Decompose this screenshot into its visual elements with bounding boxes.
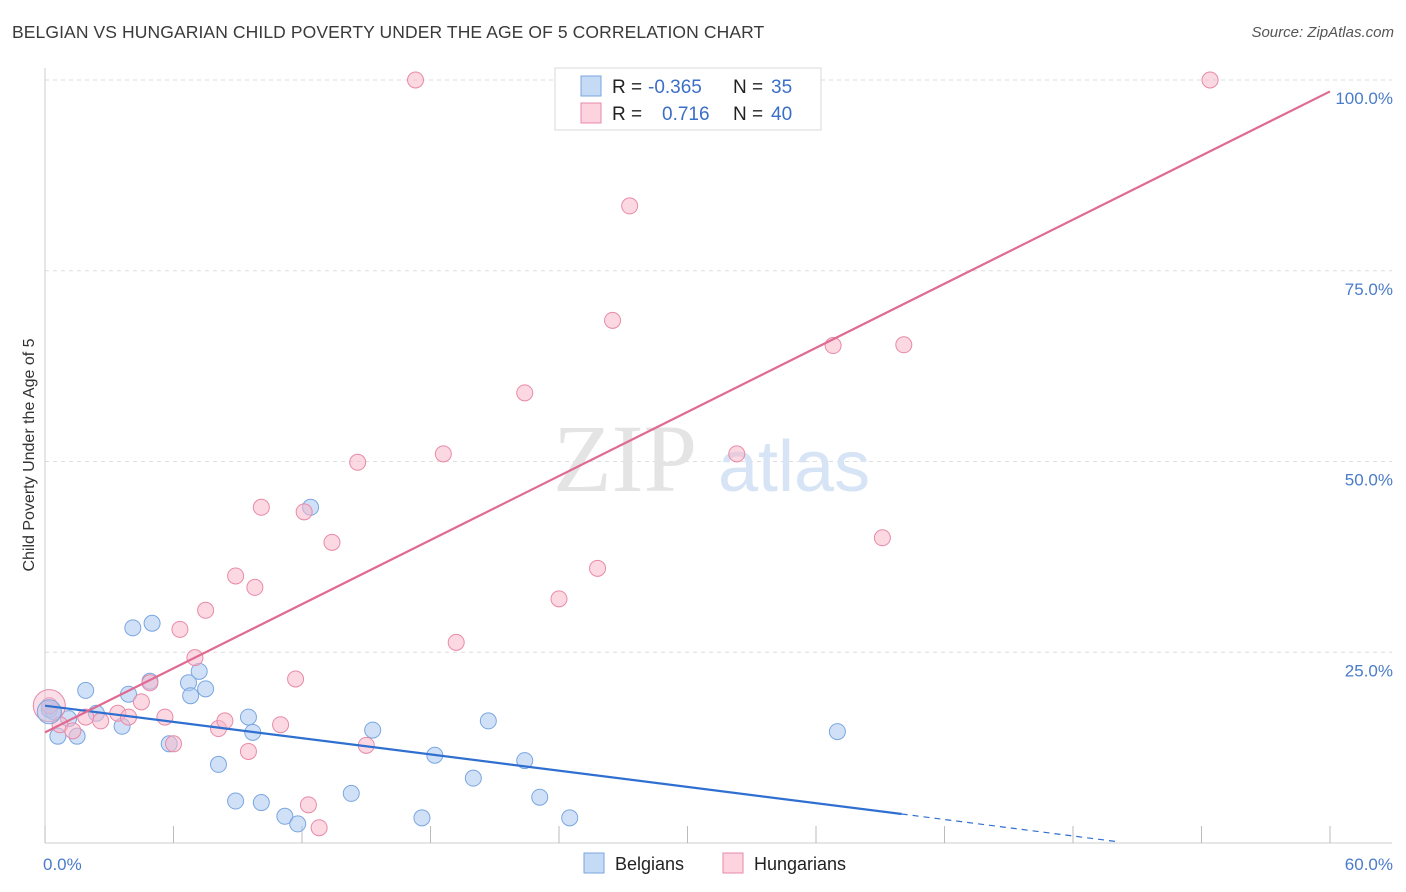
bottom-legend-swatch-hungarians — [722, 852, 744, 874]
bottom-legend-label-hungarians: Hungarians — [754, 854, 846, 874]
belgian-point-28 — [464, 769, 482, 787]
belgian-point-17 — [227, 792, 245, 810]
belgian-point-4 — [77, 681, 95, 699]
belgian-point-10 — [143, 614, 161, 632]
chart-source: Source: ZipAtlas.com — [1251, 24, 1394, 41]
legend-n-value-1: 35 — [771, 77, 792, 98]
hungarian-point-10 — [165, 735, 182, 753]
belgian-point-22 — [289, 815, 307, 833]
correlation-legend: R = -0.365 N = 35 R = 0.716 N = 40 — [554, 67, 822, 131]
legend-r-value-2: 0.716 — [662, 104, 710, 125]
belgian-cluster-point — [36, 699, 62, 725]
y-axis-title: Child Poverty Under the Age of 5 — [21, 338, 38, 571]
belgian-point-24 — [342, 784, 360, 802]
hungarian-point-4 — [92, 712, 110, 730]
legend-n-label-1: N = — [733, 77, 763, 98]
hungarian-point-39 — [895, 336, 913, 354]
hungarian-point-11 — [171, 620, 189, 638]
tick-labels: 25.0% 50.0% 75.0% 100.0% 0.0% 60.0% — [43, 89, 1393, 874]
belgian-point-25 — [364, 721, 382, 739]
legend-n-value-2: 40 — [771, 104, 792, 125]
hungarian-point-28 — [407, 71, 425, 89]
belgian-trend-line — [44, 704, 902, 816]
bottom-legend-swatch-belgians — [583, 852, 605, 874]
y-tick-label-0: 25.0% — [1345, 661, 1393, 680]
hungarian-point-16 — [227, 567, 245, 585]
y-tick-label-3: 100.0% — [1335, 89, 1393, 108]
belgian-point-18 — [239, 708, 257, 726]
belgian-point-16 — [209, 755, 227, 773]
hungarian-point-22 — [295, 503, 313, 521]
y-tick-label-1: 50.0% — [1345, 471, 1393, 490]
belgian-point-21 — [276, 807, 294, 825]
hungarian-point-2 — [64, 722, 82, 740]
belgian-point-15 — [197, 680, 215, 698]
hungarian-point-19 — [252, 498, 270, 516]
bottom-legend-label-belgians: Belgians — [615, 854, 684, 874]
legend-swatch-hungarians — [580, 102, 602, 124]
series-legend: Belgians Hungarians — [583, 852, 846, 874]
watermark-zip: ZIP — [553, 405, 697, 512]
x-tick-label-0: 0.0% — [43, 855, 82, 874]
hungarian-point-23 — [299, 796, 317, 814]
hungarian-point-38 — [873, 529, 891, 547]
hungarian-point-7 — [132, 693, 150, 711]
hungarian-point-15 — [216, 712, 234, 730]
hungarian-point-33 — [589, 559, 607, 577]
legend-r-label-2: R = — [612, 104, 642, 125]
hungarian-point-31 — [516, 384, 534, 402]
belgian-point-33 — [828, 723, 846, 741]
hungarian-point-35 — [621, 197, 639, 215]
hungarian-point-20 — [272, 716, 290, 734]
hungarian-point-25 — [323, 533, 341, 551]
hungarian-point-26 — [349, 453, 367, 471]
hungarian-point-30 — [447, 633, 465, 651]
legend-n-label-2: N = — [733, 104, 763, 125]
hungarian-point-29 — [434, 445, 452, 463]
belgian-point-13 — [182, 687, 200, 705]
hungarian-point-9 — [156, 708, 174, 726]
belgian-point-32 — [561, 809, 579, 827]
belgian-point-26 — [413, 809, 431, 827]
hungarian-point-17 — [239, 742, 257, 760]
legend-swatch-belgians — [580, 75, 602, 97]
hungarian-point-32 — [550, 590, 568, 608]
belgian-point-20 — [252, 794, 270, 812]
legend-r-value-1: -0.365 — [648, 77, 702, 98]
hungarian-point-13 — [197, 601, 215, 619]
hungarian-trend-line — [44, 90, 1331, 734]
hungarian-point-21 — [287, 670, 305, 688]
grid-lines — [45, 79, 1392, 653]
watermark-atlas: atlas — [718, 427, 870, 507]
hungarian-point-40 — [1201, 71, 1219, 89]
x-tick-label-1: 60.0% — [1345, 855, 1393, 874]
belgian-point-31 — [531, 788, 549, 806]
hungarian-point-24 — [310, 819, 328, 837]
trend-lines — [44, 90, 1331, 843]
belgian-point-8 — [124, 619, 142, 637]
hungarian-point-36 — [728, 445, 746, 463]
belgian-trend-line-extension — [901, 813, 1116, 843]
legend-r-label-1: R = — [612, 77, 642, 98]
belgian-point-29 — [479, 712, 497, 730]
hungarian-point-34 — [604, 311, 622, 329]
y-tick-label-2: 75.0% — [1345, 280, 1393, 299]
hungarian-point-18 — [246, 578, 264, 596]
belgian-point-30 — [516, 752, 534, 770]
chart-title: BELGIAN VS HUNGARIAN CHILD POVERTY UNDER… — [12, 22, 765, 42]
